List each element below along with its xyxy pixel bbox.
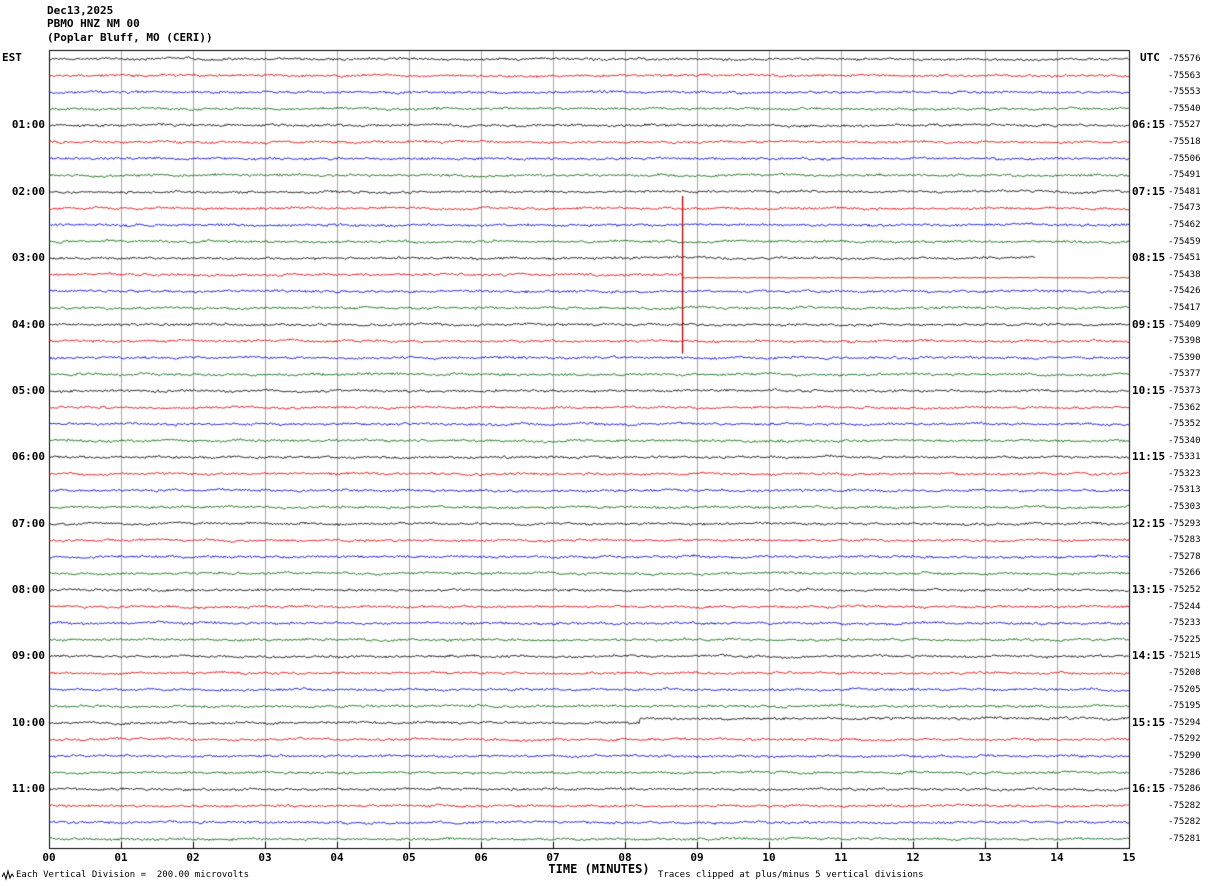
trace-offset-label: -75208 xyxy=(1168,668,1201,679)
right-hour-label: 12:15 xyxy=(1132,516,1166,530)
x-tick-label: 02 xyxy=(186,851,200,864)
logo-squiggle-icon xyxy=(2,869,14,881)
trace-offset-label: -75362 xyxy=(1168,402,1201,413)
trace-offset-label: -75225 xyxy=(1168,634,1201,645)
right-hour-label: 11:15 xyxy=(1132,450,1166,464)
trace-offset-label: -75352 xyxy=(1168,419,1201,430)
trace-offset-label: -75390 xyxy=(1168,352,1201,363)
trace-offset-label: -75377 xyxy=(1168,369,1201,380)
trace-offset-label: -75527 xyxy=(1168,120,1201,131)
trace-offset-label: -75417 xyxy=(1168,302,1201,313)
x-tick-label: 05 xyxy=(402,851,416,864)
right-hour-label: 07:15 xyxy=(1132,184,1166,198)
right-hour-label: 15:15 xyxy=(1132,715,1166,729)
title-date: Dec13,2025 xyxy=(47,4,114,17)
trace-offset-label: -75459 xyxy=(1168,236,1201,247)
trace-offset-label: -75286 xyxy=(1168,784,1201,795)
left-hour-label: 09:00 xyxy=(11,649,45,663)
x-tick-label: 01 xyxy=(114,851,128,864)
trace-offset-label: -75283 xyxy=(1168,535,1201,546)
trace-offset-label: -75331 xyxy=(1168,452,1201,463)
station-location: (Poplar Bluff, MO (CERI)) xyxy=(47,31,213,44)
x-tick-label: 15 xyxy=(1122,851,1136,864)
trace-offset-label: -75313 xyxy=(1168,485,1201,496)
x-tick-label: 11 xyxy=(834,851,848,864)
trace-offset-label: -75282 xyxy=(1168,800,1201,811)
left-hour-label: 10:00 xyxy=(11,715,45,729)
trace-offset-label: -75426 xyxy=(1168,286,1201,297)
trace-offset-label: -75278 xyxy=(1168,551,1201,562)
left-hour-label: 08:00 xyxy=(11,583,45,597)
footer-clip-note: Traces clipped at plus/minus 5 vertical … xyxy=(658,870,924,880)
trace-offset-label: -75563 xyxy=(1168,70,1201,81)
station-id: PBMO HNZ NM 00 xyxy=(47,17,140,30)
trace-offset-label: -75398 xyxy=(1168,336,1201,347)
trace-offset-label: -75451 xyxy=(1168,253,1201,264)
trace-offset-label: -75462 xyxy=(1168,219,1201,230)
left-hour-label: 06:00 xyxy=(11,450,45,464)
left-hour-label: 01:00 xyxy=(11,118,45,132)
x-tick-label: 13 xyxy=(978,851,992,864)
right-hour-label: 10:15 xyxy=(1132,383,1166,397)
trace-offset-label: -75576 xyxy=(1168,54,1201,64)
x-tick-label: 14 xyxy=(1050,851,1064,864)
right-hour-label: 08:15 xyxy=(1132,251,1166,265)
trace-offset-label: -75286 xyxy=(1168,767,1201,778)
x-tick-label: 04 xyxy=(330,851,344,864)
trace-offset-label: -75252 xyxy=(1168,585,1201,596)
trace-offset-label: -75290 xyxy=(1168,751,1201,762)
trace-offset-label: -75244 xyxy=(1168,601,1201,612)
trace-offset-label: -75294 xyxy=(1168,717,1201,728)
est-axis-label: EST xyxy=(2,51,22,64)
utc-axis-label: UTC xyxy=(1140,51,1160,64)
trace-offset-label: -75233 xyxy=(1168,618,1201,629)
trace-offset-label: -75438 xyxy=(1168,269,1201,280)
x-tick-label: 00 xyxy=(42,851,56,864)
x-tick-label: 03 xyxy=(258,851,272,864)
trace-offset-label: -75491 xyxy=(1168,170,1201,181)
trace-offset-label: -75540 xyxy=(1168,103,1201,114)
left-hour-label: 11:00 xyxy=(11,782,45,796)
x-axis-title: TIME (MINUTES) xyxy=(548,862,650,876)
right-hour-label: 13:15 xyxy=(1132,583,1166,597)
trace-offset-label: -75292 xyxy=(1168,734,1201,745)
right-hour-label: 09:15 xyxy=(1132,317,1166,331)
left-hour-label: 05:00 xyxy=(11,383,45,397)
trace-offset-label: -75195 xyxy=(1168,701,1201,712)
x-tick-label: 08 xyxy=(618,851,632,864)
x-tick-label: 10 xyxy=(762,851,776,864)
right-hour-label: 16:15 xyxy=(1132,782,1166,796)
left-hour-label: 04:00 xyxy=(11,317,45,331)
trace-offset-label: -75340 xyxy=(1168,435,1201,446)
trace-offset-label: -75303 xyxy=(1168,502,1201,513)
right-hour-label: 06:15 xyxy=(1132,118,1166,132)
trace-offset-label: -75518 xyxy=(1168,136,1201,147)
footer-scale-note: Each Vertical Division = 200.00 microvol… xyxy=(16,870,249,880)
trace-offset-label: -75215 xyxy=(1168,651,1201,662)
trace-offset-label: -75266 xyxy=(1168,568,1201,579)
left-hour-label: 02:00 xyxy=(11,184,45,198)
left-hour-label: 07:00 xyxy=(11,516,45,530)
trace-offset-label: -75481 xyxy=(1168,186,1201,197)
x-tick-label: 12 xyxy=(906,851,920,864)
x-tick-label: 06 xyxy=(474,851,488,864)
trace-offset-label: -75293 xyxy=(1168,518,1201,529)
trace-offset-label: -75323 xyxy=(1168,468,1201,479)
right-hour-label: 14:15 xyxy=(1132,649,1166,663)
x-tick-label: 07 xyxy=(546,851,560,864)
trace-offset-label: -75506 xyxy=(1168,153,1201,164)
trace-offset-label: -75473 xyxy=(1168,203,1201,214)
trace-offset-label: -75205 xyxy=(1168,684,1201,695)
trace-offset-label: -75409 xyxy=(1168,319,1201,330)
x-tick-label: 09 xyxy=(690,851,704,864)
trace-offset-label: -75373 xyxy=(1168,385,1201,396)
trace-offset-label: -75282 xyxy=(1168,817,1201,828)
trace-offset-label: -75281 xyxy=(1168,834,1201,844)
left-hour-label: 03:00 xyxy=(11,251,45,265)
trace-offset-label: -75553 xyxy=(1168,87,1201,98)
